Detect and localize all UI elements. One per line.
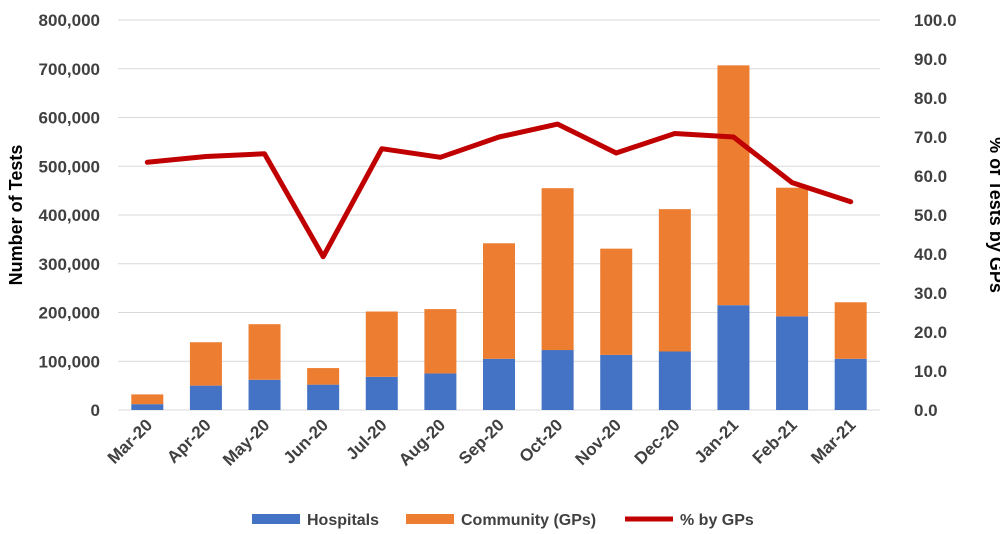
bar-community <box>600 248 633 355</box>
bar-hospitals <box>131 404 164 410</box>
line-series <box>144 121 854 260</box>
bar-community <box>365 311 398 377</box>
y-tick-label: 200,000 <box>39 304 100 323</box>
x-tick-label: Nov-20 <box>572 415 626 469</box>
x-tick-label: Jun-20 <box>280 415 332 467</box>
bar-community <box>483 243 515 359</box>
x-tick-label: Aug-20 <box>395 415 449 469</box>
y-tick-label: 800,000 <box>39 11 100 30</box>
y-axis-title: Number of Tests <box>6 145 26 286</box>
x-axis-ticks: Mar-20 Apr-20 May-20 Jun-20 Jul-20 Aug-20 Sep-… <box>104 415 860 469</box>
bar-community <box>658 209 691 352</box>
y2-tick-label: 40.0 <box>914 245 947 264</box>
bar-community <box>248 324 281 380</box>
bar-community <box>307 368 340 385</box>
x-tick-label: Oct-20 <box>516 415 567 466</box>
x-tick-label: Jan-21 <box>691 415 743 467</box>
y-tick-label: 100,000 <box>39 352 100 371</box>
bar-hospitals <box>365 376 398 410</box>
legend-label-hospitals: Hospitals <box>307 512 379 529</box>
y-tick-label: 700,000 <box>39 60 100 79</box>
bar-hospitals <box>189 385 222 410</box>
bar-community <box>131 394 164 405</box>
y-tick-label: 400,000 <box>39 206 100 225</box>
y2-tick-label: 30.0 <box>914 284 947 303</box>
bar-hospitals <box>483 358 515 410</box>
y2-tick-label: 90.0 <box>914 50 947 69</box>
y-tick-label: 500,000 <box>39 157 100 176</box>
x-tick-label: Mar-21 <box>807 415 859 467</box>
legend: Hospitals Community (GPs) % by GPs <box>252 512 754 529</box>
legend-swatch-hospitals <box>252 514 300 524</box>
bar-community <box>834 302 867 359</box>
bar-hospitals <box>834 358 867 410</box>
bar-hospitals <box>776 316 809 410</box>
x-tick-label: Jul-20 <box>342 415 390 463</box>
x-tick-label: May-20 <box>219 415 273 469</box>
y-tick-label: 0 <box>91 401 100 420</box>
bar-community <box>189 342 222 386</box>
legend-label-pct-gps: % by GPs <box>680 512 754 529</box>
y2-tick-label: 50.0 <box>914 206 947 225</box>
legend-label-community: Community (GPs) <box>461 512 596 529</box>
bar-hospitals <box>248 379 281 410</box>
bar-community <box>717 65 750 306</box>
bar-hospitals <box>600 354 633 410</box>
bar-hospitals <box>658 351 691 410</box>
y-tick-label: 300,000 <box>39 255 100 274</box>
y2-tick-label: 100.0 <box>914 11 957 30</box>
y2-tick-label: 60.0 <box>914 167 947 186</box>
gridlines <box>118 19 880 411</box>
x-tick-label: Apr-20 <box>163 415 215 467</box>
y2-tick-label: 20.0 <box>914 323 947 342</box>
bar-hospitals <box>307 384 340 410</box>
bar-hospitals <box>541 350 574 410</box>
bar-hospitals <box>717 305 750 410</box>
y2-tick-label: 80.0 <box>914 89 947 108</box>
bars <box>131 65 867 410</box>
line-pct-gps <box>144 121 854 260</box>
x-tick-label: Mar-20 <box>104 415 156 467</box>
y-axis-ticks: 0 100,000 200,000 300,000 400,000 500,000 600,… <box>39 11 100 420</box>
y2-axis-title: % of Tests by GPs <box>986 137 1000 293</box>
bar-community <box>541 188 574 351</box>
y2-tick-label: 70.0 <box>914 128 947 147</box>
bar-hospitals <box>424 373 457 410</box>
x-tick-label: Feb-21 <box>749 415 801 467</box>
x-tick-label: Sep-20 <box>455 415 508 468</box>
bar-community <box>424 309 457 374</box>
legend-swatch-community <box>406 514 454 524</box>
x-tick-label: Dec-20 <box>631 415 684 468</box>
bar-community <box>776 187 809 317</box>
y-tick-label: 600,000 <box>39 109 100 128</box>
y2-tick-label: 10.0 <box>914 362 947 381</box>
y2-axis-ticks: 0.0 10.0 20.0 30.0 40.0 50.0 60.0 70.0 80.0 90.0 1… <box>914 11 957 420</box>
y2-tick-label: 0.0 <box>914 401 938 420</box>
